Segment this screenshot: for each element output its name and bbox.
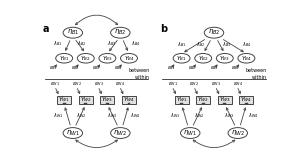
Text: $\eta_{W2}$: $\eta_{W2}$ <box>113 128 127 138</box>
FancyBboxPatch shape <box>57 96 71 104</box>
Text: $\eta_{B2}$: $\eta_{B2}$ <box>114 28 127 37</box>
FancyBboxPatch shape <box>239 96 253 104</box>
Text: $\lambda_{W4}$: $\lambda_{W4}$ <box>130 111 141 120</box>
Bar <box>84 103 87 104</box>
Bar <box>106 103 109 104</box>
Ellipse shape <box>63 27 82 38</box>
Text: $\varepsilon_{W2}$: $\varepsilon_{W2}$ <box>72 81 82 88</box>
Ellipse shape <box>77 53 94 63</box>
Text: $Y_{B3}$: $Y_{B3}$ <box>219 54 230 63</box>
Text: $\lambda_{W3}$: $\lambda_{W3}$ <box>107 111 117 120</box>
Text: $Y_{W3}$: $Y_{W3}$ <box>219 95 231 104</box>
Text: $\varepsilon_{W3}$: $\varepsilon_{W3}$ <box>211 81 221 88</box>
Ellipse shape <box>121 53 138 63</box>
Text: $\eta_{W2}$: $\eta_{W2}$ <box>231 128 245 138</box>
Text: $Y_{W2}$: $Y_{W2}$ <box>80 95 92 104</box>
Text: $\varepsilon_{W1}$: $\varepsilon_{W1}$ <box>168 81 178 88</box>
Text: $\lambda_{W1}$: $\lambda_{W1}$ <box>52 111 63 120</box>
Text: $\lambda_{W3}$: $\lambda_{W3}$ <box>224 111 234 120</box>
Text: $\lambda_{B2}$: $\lambda_{B2}$ <box>77 39 86 48</box>
Ellipse shape <box>99 53 116 63</box>
Ellipse shape <box>181 128 200 138</box>
Text: within: within <box>252 75 267 80</box>
Text: a: a <box>42 24 49 34</box>
Text: $\lambda_{B3}$: $\lambda_{B3}$ <box>222 40 231 49</box>
Text: $\varepsilon_{W1}$: $\varepsilon_{W1}$ <box>50 81 60 88</box>
Text: $\lambda_{W1}$: $\lambda_{W1}$ <box>170 111 180 120</box>
Text: $\varepsilon_{B4}$: $\varepsilon_{B4}$ <box>114 64 123 72</box>
Text: $\varepsilon_{W4}$: $\varepsilon_{W4}$ <box>232 81 242 88</box>
Ellipse shape <box>111 128 130 138</box>
Ellipse shape <box>228 128 248 138</box>
FancyBboxPatch shape <box>175 96 189 104</box>
Text: $\lambda_{B4}$: $\lambda_{B4}$ <box>131 39 140 48</box>
Bar <box>180 103 183 104</box>
Text: $\varepsilon_{B3}$: $\varepsilon_{B3}$ <box>92 64 101 72</box>
Text: $\varepsilon_{B2}$: $\varepsilon_{B2}$ <box>71 64 80 72</box>
Text: $\varepsilon_{B1}$: $\varepsilon_{B1}$ <box>49 64 58 72</box>
Ellipse shape <box>173 53 190 63</box>
Text: $Y_{B1}$: $Y_{B1}$ <box>59 54 70 63</box>
Text: $\eta_{W1}$: $\eta_{W1}$ <box>66 128 80 138</box>
Text: $Y_{W4}$: $Y_{W4}$ <box>123 95 135 104</box>
Text: $\lambda_{W2}$: $\lambda_{W2}$ <box>76 111 87 120</box>
Bar <box>63 103 65 104</box>
Bar <box>223 103 226 104</box>
Text: $\varepsilon_{B1}$: $\varepsilon_{B1}$ <box>167 64 175 72</box>
Text: $\varepsilon_{W2}$: $\varepsilon_{W2}$ <box>189 81 199 88</box>
Text: $Y_{B2}$: $Y_{B2}$ <box>80 54 91 63</box>
Text: $Y_{B1}$: $Y_{B1}$ <box>176 54 187 63</box>
Ellipse shape <box>204 27 224 38</box>
Text: $Y_{W2}$: $Y_{W2}$ <box>197 95 209 104</box>
Text: $\eta_{W1}$: $\eta_{W1}$ <box>183 128 197 138</box>
Text: within: within <box>135 75 149 80</box>
Text: $Y_{W1}$: $Y_{W1}$ <box>58 95 70 104</box>
Ellipse shape <box>195 53 211 63</box>
Bar <box>202 103 205 104</box>
Text: $\lambda_{W4}$: $\lambda_{W4}$ <box>248 111 258 120</box>
Text: $\lambda_{B4}$: $\lambda_{B4}$ <box>242 40 251 49</box>
Text: $\lambda_{B1}$: $\lambda_{B1}$ <box>177 40 186 49</box>
Text: $\lambda_{B2}$: $\lambda_{B2}$ <box>196 40 206 49</box>
Ellipse shape <box>56 53 73 63</box>
Text: $Y_{B4}$: $Y_{B4}$ <box>241 54 252 63</box>
FancyBboxPatch shape <box>100 96 115 104</box>
Text: $\varepsilon_{W4}$: $\varepsilon_{W4}$ <box>115 81 125 88</box>
FancyBboxPatch shape <box>218 96 232 104</box>
Text: between: between <box>245 68 267 73</box>
Text: $Y_{W1}$: $Y_{W1}$ <box>175 95 188 104</box>
Text: b: b <box>160 24 167 34</box>
Text: $Y_{B4}$: $Y_{B4}$ <box>124 54 135 63</box>
Text: between: between <box>128 68 149 73</box>
Text: $\lambda_{B1}$: $\lambda_{B1}$ <box>53 39 62 48</box>
Text: $Y_{B2}$: $Y_{B2}$ <box>198 54 208 63</box>
Ellipse shape <box>216 53 233 63</box>
Text: $Y_{W3}$: $Y_{W3}$ <box>101 95 113 104</box>
Text: $Y_{W4}$: $Y_{W4}$ <box>240 95 252 104</box>
Text: $\eta_{B2}$: $\eta_{B2}$ <box>208 28 220 37</box>
Text: $\varepsilon_{B4}$: $\varepsilon_{B4}$ <box>231 64 240 72</box>
Bar <box>245 103 248 104</box>
Text: $Y_{B3}$: $Y_{B3}$ <box>102 54 113 63</box>
Text: $\varepsilon_{B3}$: $\varepsilon_{B3}$ <box>210 64 219 72</box>
Ellipse shape <box>111 27 130 38</box>
Text: $\lambda_{W2}$: $\lambda_{W2}$ <box>194 111 204 120</box>
FancyBboxPatch shape <box>122 96 136 104</box>
Bar <box>128 103 130 104</box>
Text: $\varepsilon_{B2}$: $\varepsilon_{B2}$ <box>188 64 197 72</box>
Ellipse shape <box>238 53 255 63</box>
Text: $\lambda_{B3}$: $\lambda_{B3}$ <box>107 39 116 48</box>
FancyBboxPatch shape <box>196 96 210 104</box>
FancyBboxPatch shape <box>79 96 93 104</box>
Text: $\varepsilon_{W3}$: $\varepsilon_{W3}$ <box>94 81 103 88</box>
Ellipse shape <box>63 128 82 138</box>
Text: $\eta_{B1}$: $\eta_{B1}$ <box>67 28 79 37</box>
